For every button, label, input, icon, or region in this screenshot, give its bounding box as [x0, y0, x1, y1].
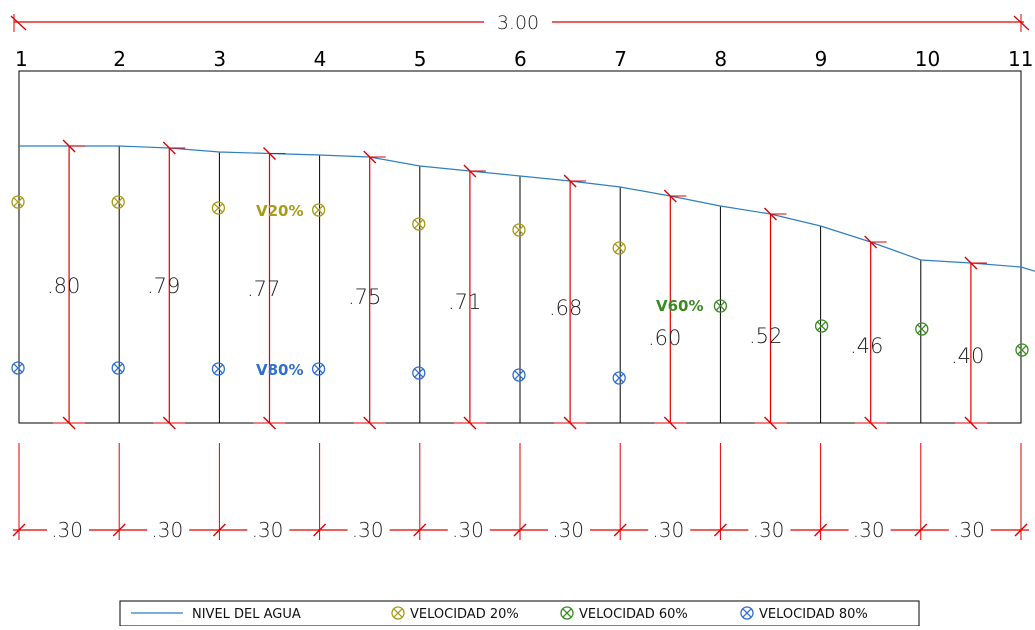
v20-label: V20% — [256, 202, 304, 220]
total-width-dimension: 3.00 — [10, 12, 1030, 34]
station-numbers: 1 2 3 4 5 6 7 8 9 10 11 — [15, 47, 1033, 71]
velocity-points — [11, 195, 1029, 385]
water-level — [19, 145, 1035, 272]
velocity-20-point — [412, 217, 426, 231]
segment-width-label: .30 — [953, 518, 985, 542]
segment-width-label: .30 — [853, 518, 885, 542]
velocity-60-point — [814, 319, 829, 333]
station-number: 8 — [714, 47, 727, 71]
velocity-60-point — [915, 322, 929, 336]
station-number: 7 — [614, 47, 627, 71]
station-number: 9 — [815, 47, 828, 71]
depth-label: .79 — [147, 274, 180, 298]
segment-width-label: .30 — [151, 518, 183, 542]
station-verticals — [18, 146, 1022, 423]
legend: NIVEL DEL AGUA VELOCIDAD 20% VELOCIDAD 6… — [119, 600, 920, 627]
velocity-60-point — [1015, 343, 1029, 357]
station-number: 5 — [414, 47, 427, 71]
legend-water-level: NIVEL DEL AGUA — [192, 607, 301, 622]
velocity-80-point — [211, 362, 226, 376]
legend-box — [119, 600, 920, 627]
velocity-20-point — [512, 223, 526, 237]
segment-width-dimensions: .30 .30 .30 .30 .30 .30 .30 .30 .30 .30 — [12, 443, 1029, 542]
station-number: 1 — [15, 47, 28, 71]
velocity-20-point — [311, 203, 326, 217]
station-number: 10 — [915, 47, 940, 71]
legend-v20: VELOCIDAD 20% — [410, 607, 519, 622]
depth-dimensions: .80 .79 .77 .75 .71 .68 .60 .52 .46 .40 — [47, 139, 987, 430]
depth-label: .52 — [749, 324, 782, 348]
water-surface-line — [19, 145, 1035, 272]
velocity-80-point — [612, 371, 626, 385]
v80-label: V80% — [256, 361, 304, 379]
segment-width-label: .30 — [652, 518, 684, 542]
depth-label: .75 — [348, 285, 381, 309]
velocity-20-point — [11, 195, 25, 209]
depth-label: .77 — [247, 277, 280, 301]
legend-v60: VELOCIDAD 60% — [579, 607, 688, 622]
velocity-80-point — [11, 361, 25, 375]
station-number: 11 — [1008, 47, 1033, 71]
velocity-80-point — [311, 362, 326, 376]
velocity-80-point — [111, 361, 125, 375]
velocity-60-point — [713, 299, 728, 313]
velocity-80-point — [512, 368, 526, 382]
segment-width-label: .30 — [552, 518, 584, 542]
station-number: 2 — [113, 47, 126, 71]
segment-width-label: .30 — [252, 518, 284, 542]
segment-width-label: .30 — [51, 518, 83, 542]
depth-label: .60 — [648, 326, 681, 350]
segment-width-label: .30 — [352, 518, 384, 542]
depth-label: .40 — [951, 344, 984, 368]
segment-width-label: .30 — [753, 518, 785, 542]
velocity-80-point — [412, 366, 426, 380]
depth-label: .68 — [549, 296, 582, 320]
total-width-label: 3.00 — [497, 12, 539, 34]
velocity-20-point — [612, 241, 626, 255]
legend-v80: VELOCIDAD 80% — [759, 607, 868, 622]
v60-label: V60% — [656, 297, 704, 315]
depth-label: .80 — [47, 274, 80, 298]
station-number: 3 — [213, 47, 226, 71]
velocity-20-point — [111, 195, 125, 209]
depth-label: .71 — [448, 290, 481, 314]
segment-width-label: .30 — [452, 518, 484, 542]
station-number: 4 — [314, 47, 327, 71]
station-number: 6 — [514, 47, 527, 71]
velocity-20-point — [211, 201, 226, 215]
depth-label: .46 — [850, 334, 883, 358]
